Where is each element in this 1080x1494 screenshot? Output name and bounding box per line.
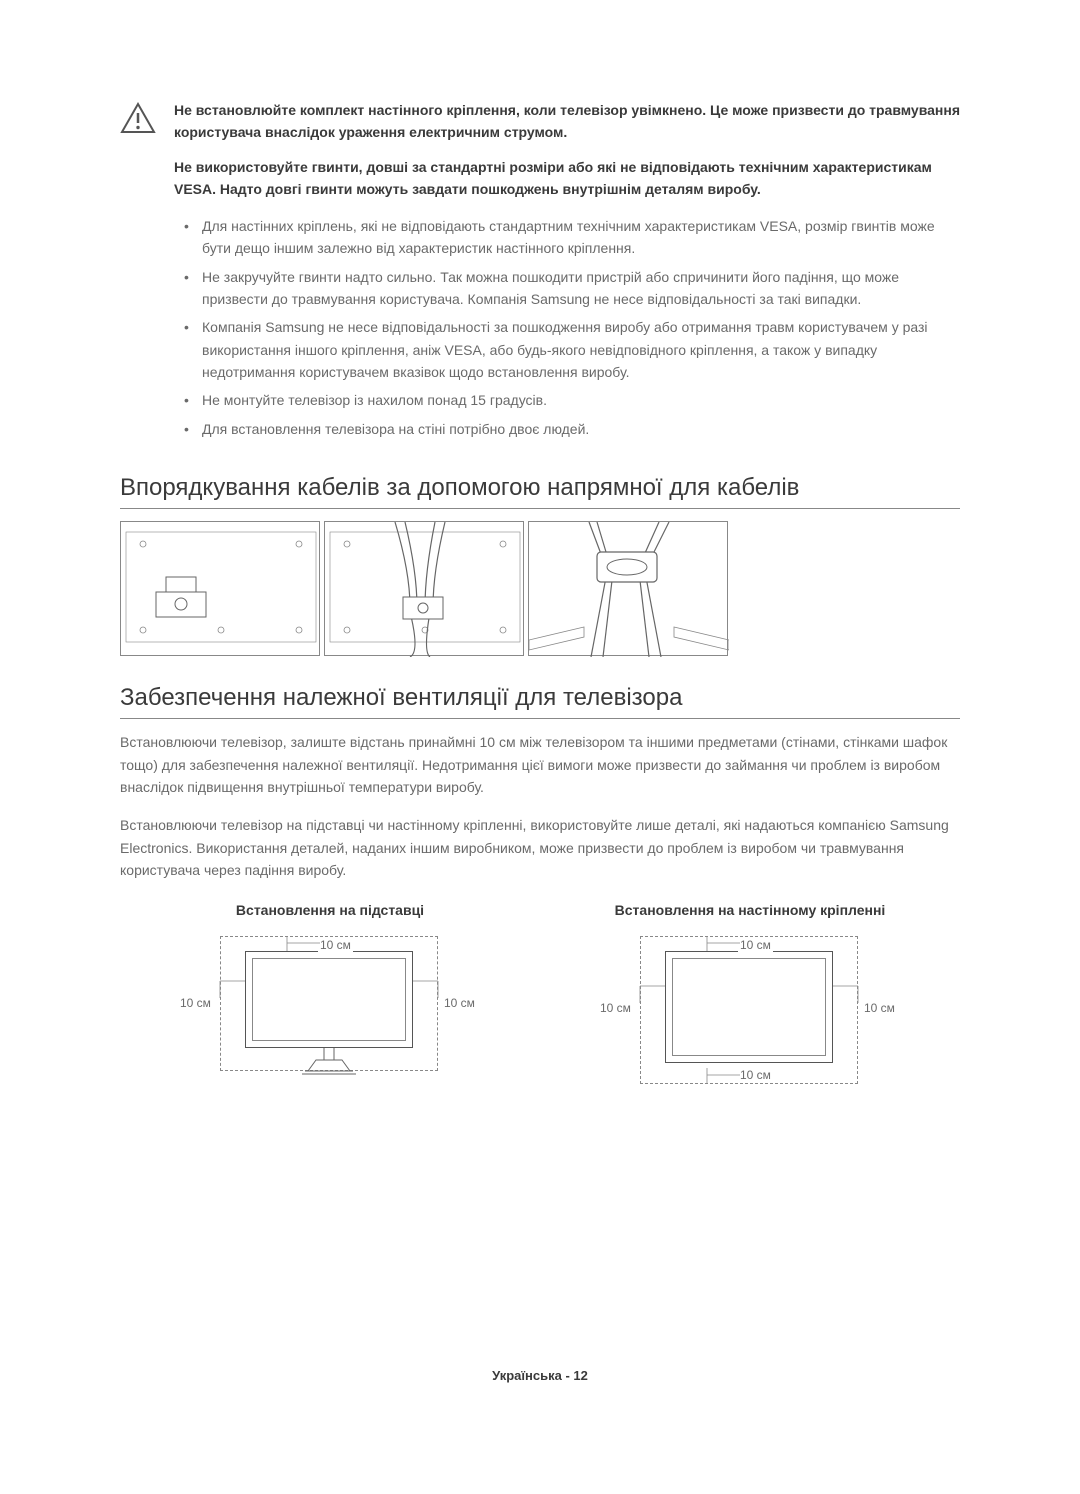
tv-stand-icon <box>300 1046 358 1078</box>
install-stand-title: Встановлення на підставці <box>150 902 510 918</box>
heading-cables: Впорядкування кабелів за допомогою напря… <box>120 474 960 509</box>
dim-right: 10 см <box>442 996 477 1010</box>
caution-icon <box>120 102 156 446</box>
page-footer: Українська - 12 <box>120 1368 960 1383</box>
warning-bullets: Для настінних кріплень, які не відповіда… <box>174 215 960 441</box>
dim-arrow-top <box>702 936 742 954</box>
warning-block: Не встановлюйте комплект настінного кріп… <box>120 100 960 446</box>
ventilation-para-1: Встановлюючи телевізор, залиште відстань… <box>120 731 960 798</box>
install-wall-col: Встановлення на настінному кріпленні 10 … <box>570 902 930 1108</box>
install-stand-col: Встановлення на підставці 10 см 10 см 10… <box>150 902 510 1108</box>
warning-content: Не встановлюйте комплект настінного кріп… <box>174 100 960 446</box>
install-wall-title: Встановлення на настінному кріпленні <box>570 902 930 918</box>
list-item: Компанія Samsung не несе відповідальност… <box>184 316 960 383</box>
dim-left: 10 см <box>598 1001 633 1015</box>
warning-para-2: Не використовуйте гвинти, довші за станд… <box>174 157 960 200</box>
cable-guide-images <box>120 521 960 656</box>
heading-ventilation: Забезпечення належної вентиляції для тел… <box>120 684 960 719</box>
warning-para-1: Не встановлюйте комплект настінного кріп… <box>174 100 960 143</box>
cable-panel-2 <box>324 521 524 656</box>
list-item: Не закручуйте гвинти надто сильно. Так м… <box>184 266 960 311</box>
list-item: Для настінних кріплень, які не відповіда… <box>184 215 960 260</box>
dim-top: 10 см <box>738 938 773 952</box>
install-wall-diagram: 10 см 10 см 10 см 10 см <box>570 928 930 1108</box>
dim-right: 10 см <box>862 1001 897 1015</box>
install-stand-diagram: 10 см 10 см 10 см <box>150 928 510 1108</box>
ventilation-para-2: Встановлюючи телевізор на підставці чи н… <box>120 814 960 881</box>
list-item: Не монтуйте телевізор із нахилом понад 1… <box>184 389 960 411</box>
dim-top: 10 см <box>318 938 353 952</box>
installation-row: Встановлення на підставці 10 см 10 см 10… <box>120 902 960 1108</box>
dim-arrow-top <box>282 936 322 954</box>
cable-panel-3 <box>528 521 728 656</box>
list-item: Для встановлення телевізора на стіні пот… <box>184 418 960 440</box>
dim-arrow-bottom <box>702 1066 742 1084</box>
dim-left: 10 см <box>178 996 213 1010</box>
dim-bottom: 10 см <box>738 1068 773 1082</box>
cable-panel-1 <box>120 521 320 656</box>
